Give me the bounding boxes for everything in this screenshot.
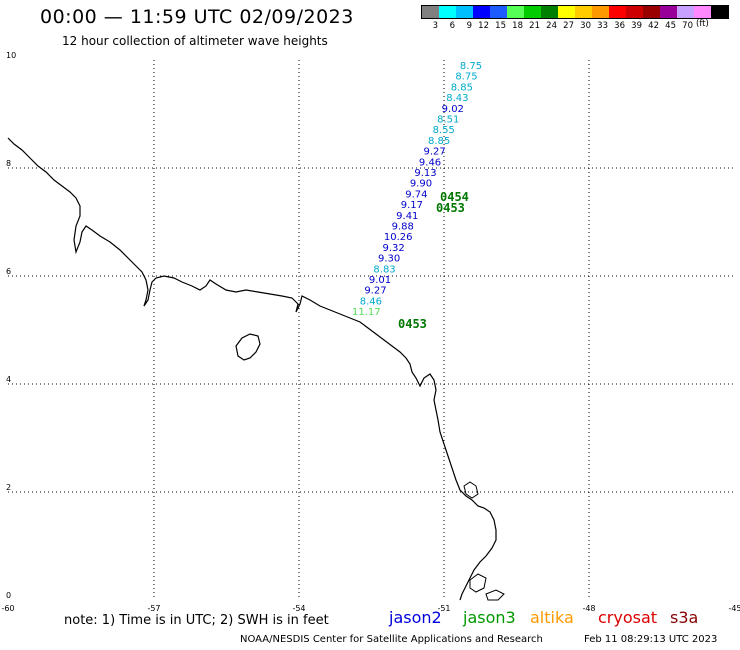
legend-label: 3 xyxy=(432,21,438,31)
wave-height-label: 9.41 xyxy=(396,211,418,222)
legend-label: 12 xyxy=(478,21,489,31)
legend-swatch xyxy=(541,6,558,18)
legend-label: 30 xyxy=(580,21,591,31)
legend-label: 24 xyxy=(546,21,557,31)
wave-height-label: 11.17 xyxy=(352,307,381,318)
legend-label: 15 xyxy=(495,21,506,31)
wave-height-label: 9.30 xyxy=(378,254,400,265)
legend-label: 9 xyxy=(466,21,472,31)
x-tick-label: -45 xyxy=(728,604,740,613)
satellite-name: jason2 xyxy=(389,608,442,627)
legend-swatch xyxy=(626,6,643,18)
legend-swatch xyxy=(439,6,456,18)
island xyxy=(235,333,261,361)
legend-swatch xyxy=(711,6,728,18)
wave-height-label: 8.43 xyxy=(446,93,468,104)
legend-swatch xyxy=(660,6,677,18)
legend-swatch xyxy=(524,6,541,18)
wave-height-label: 8.83 xyxy=(373,264,395,275)
map-title: 00:00 — 11:59 UTC 02/09/2023 xyxy=(40,6,354,28)
legend-swatch xyxy=(473,6,490,18)
coastline xyxy=(7,137,497,601)
x-tick-label: -57 xyxy=(147,604,160,613)
x-tick-label: -54 xyxy=(292,604,305,613)
wave-height-label: 8.55 xyxy=(433,125,455,136)
wave-height-label: 9.27 xyxy=(364,286,386,297)
x-tick-label: -60 xyxy=(1,604,14,613)
legend-swatch xyxy=(609,6,626,18)
island xyxy=(463,481,479,499)
satellite-name: altika xyxy=(530,608,574,627)
legend-label: 36 xyxy=(614,21,625,31)
y-tick-label: 10 xyxy=(6,51,16,60)
map-subtitle: 12 hour collection of altimeter wave hei… xyxy=(62,34,328,48)
wave-height-label: 8.75 xyxy=(455,72,477,83)
satellite-name: cryosat xyxy=(598,608,658,627)
wave-height-label: 8.85 xyxy=(451,82,473,93)
wave-height-label: 9.02 xyxy=(442,104,464,115)
credit-text: NOAA/NESDIS Center for Satellite Applica… xyxy=(240,634,543,645)
legend-label: 21 xyxy=(529,21,540,31)
legend-swatch xyxy=(643,6,660,18)
wave-height-label: 9.01 xyxy=(369,275,391,286)
legend-swatch xyxy=(575,6,592,18)
legend-label: 27 xyxy=(563,21,574,31)
legend-color-bar xyxy=(421,5,729,19)
wave-height-label: 8.46 xyxy=(360,296,382,307)
satellite-name: jason3 xyxy=(463,608,516,627)
legend-unit: (ft) xyxy=(696,19,709,29)
wave-height-label: 9.17 xyxy=(401,200,423,211)
legend-label: 18 xyxy=(512,21,523,31)
legend-label: 39 xyxy=(631,21,642,31)
legend-swatch xyxy=(490,6,507,18)
time-label: 0454 xyxy=(440,190,469,204)
island xyxy=(485,589,505,601)
legend-label: 42 xyxy=(648,21,659,31)
legend-swatch xyxy=(694,6,711,18)
x-tick-label: -48 xyxy=(582,604,595,613)
legend-label: 70 xyxy=(682,21,693,31)
wave-height-label: 8.51 xyxy=(437,115,459,126)
wave-height-label: 9.32 xyxy=(383,243,405,254)
legend-label: 33 xyxy=(597,21,608,31)
wave-height-label: 8.75 xyxy=(460,61,482,72)
wave-height-label: 9.13 xyxy=(414,168,436,179)
satellite-name: s3a xyxy=(670,608,699,627)
legend-label: 6 xyxy=(449,21,455,31)
wave-height-label: 9.27 xyxy=(423,147,445,158)
legend-label: 45 xyxy=(665,21,676,31)
y-tick-labels: 10 8 6 4 2 0 xyxy=(6,51,16,600)
island xyxy=(469,573,487,593)
legend-swatch xyxy=(677,6,694,18)
legend-swatch xyxy=(507,6,524,18)
wave-height-label: 8.85 xyxy=(428,136,450,147)
y-tick-label: 4 xyxy=(6,375,11,384)
wave-height-label: 10.26 xyxy=(384,232,413,243)
wave-height-label: 9.88 xyxy=(392,222,414,233)
y-tick-label: 2 xyxy=(6,483,11,492)
x-tick-label: -51 xyxy=(437,604,450,613)
legend-swatch xyxy=(422,6,439,18)
wave-height-label: 9.90 xyxy=(410,179,432,190)
x-tick-labels: -60 -57 -54 -51 -48 -45 xyxy=(1,604,740,613)
color-legend: 3 6 9 12 15 18 21 24 27 30 33 36 39 42 45 70 (ft) xyxy=(421,5,729,31)
wave-height-label: 9.46 xyxy=(419,157,441,168)
legend-swatch xyxy=(592,6,609,18)
footer-note: note: 1) Time is in UTC; 2) SWH is in fe… xyxy=(64,613,329,628)
time-label: 0453 xyxy=(436,201,465,215)
timestamp-text: Feb 11 08:29:13 UTC 2023 xyxy=(584,634,718,645)
wave-height-label: 9.74 xyxy=(405,189,427,200)
y-tick-label: 8 xyxy=(6,159,11,168)
time-label: 0453 xyxy=(398,317,427,331)
y-tick-label: 0 xyxy=(6,591,11,600)
legend-swatch xyxy=(558,6,575,18)
wave-height-observations: 8.758.758.858.439.028.518.558.859.279.46… xyxy=(352,61,482,318)
legend-labels: 3 6 9 12 15 18 21 24 27 30 33 36 39 42 45 70 xyxy=(421,21,693,31)
y-tick-label: 6 xyxy=(6,267,11,276)
legend-swatch xyxy=(456,6,473,18)
